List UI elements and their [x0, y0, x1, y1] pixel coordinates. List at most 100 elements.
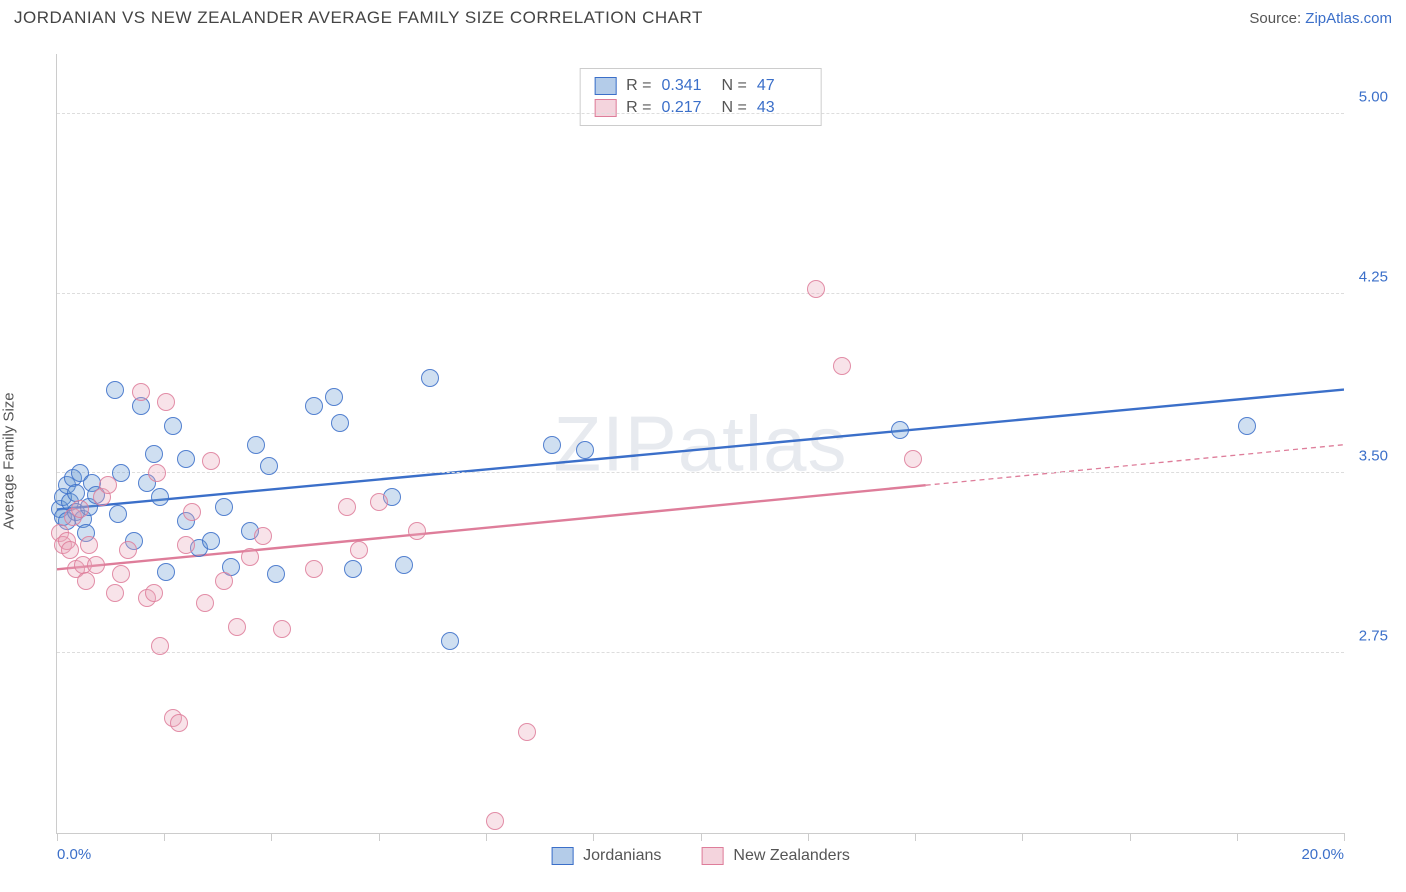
data-point	[267, 565, 285, 583]
data-point	[807, 280, 825, 298]
watermark: ZIPatlas	[553, 398, 847, 489]
x-tick	[379, 833, 380, 841]
data-point	[157, 393, 175, 411]
data-point	[338, 498, 356, 516]
stats-row: R =0.341N =47	[594, 75, 807, 97]
data-point	[273, 620, 291, 638]
data-point	[421, 369, 439, 387]
y-tick-label: 4.25	[1359, 268, 1388, 285]
chart-container: Average Family Size ZIPatlas R =0.341N =…	[14, 40, 1392, 882]
data-point	[177, 450, 195, 468]
data-point	[61, 541, 79, 559]
data-point	[151, 637, 169, 655]
x-tick	[915, 833, 916, 841]
y-tick-label: 5.00	[1359, 88, 1388, 105]
data-point	[170, 714, 188, 732]
y-axis-label: Average Family Size	[1, 392, 18, 529]
data-point	[325, 388, 343, 406]
data-point	[228, 618, 246, 636]
data-point	[112, 565, 130, 583]
x-tick	[271, 833, 272, 841]
data-point	[183, 503, 201, 521]
x-tick	[164, 833, 165, 841]
data-point	[833, 357, 851, 375]
data-point	[106, 584, 124, 602]
legend-swatch	[594, 99, 616, 117]
x-axis-label-max: 20.0%	[1301, 846, 1344, 863]
data-point	[202, 532, 220, 550]
data-point	[1238, 417, 1256, 435]
data-point	[148, 464, 166, 482]
series-legend: Jordanians New Zealanders	[551, 847, 850, 865]
x-tick	[593, 833, 594, 841]
data-point	[241, 548, 259, 566]
data-point	[132, 383, 150, 401]
data-point	[370, 493, 388, 511]
data-point	[395, 556, 413, 574]
data-point	[247, 436, 265, 454]
data-point	[486, 812, 504, 830]
x-tick	[486, 833, 487, 841]
data-point	[576, 441, 594, 459]
chart-title: JORDANIAN VS NEW ZEALANDER AVERAGE FAMIL…	[14, 8, 703, 28]
stat-r-value: 0.217	[662, 99, 712, 117]
trend-line-dashed	[926, 445, 1344, 486]
data-point	[164, 417, 182, 435]
legend-item: New Zealanders	[701, 847, 850, 865]
source-link[interactable]: ZipAtlas.com	[1305, 10, 1392, 27]
data-point	[67, 484, 85, 502]
x-tick	[1344, 833, 1345, 841]
data-point	[305, 397, 323, 415]
data-point	[77, 572, 95, 590]
x-tick	[1237, 833, 1238, 841]
stat-n-value: 43	[757, 99, 807, 117]
stats-row: R = 0.217 N = 43	[594, 97, 807, 119]
data-point	[109, 505, 127, 523]
data-point	[202, 452, 220, 470]
data-point	[260, 457, 278, 475]
x-tick	[57, 833, 58, 841]
data-point	[305, 560, 323, 578]
stat-r-label: R =	[626, 99, 651, 117]
y-tick-label: 3.50	[1359, 448, 1388, 465]
stat-n-label: N =	[722, 99, 747, 117]
data-point	[80, 536, 98, 554]
data-point	[891, 421, 909, 439]
data-point	[215, 572, 233, 590]
x-tick	[1130, 833, 1131, 841]
gridline-horizontal	[57, 652, 1344, 653]
source-prefix: Source:	[1249, 10, 1305, 27]
legend-label: Jordanians	[583, 847, 661, 865]
legend-swatch	[551, 847, 573, 865]
stat-r-label: R =	[626, 77, 651, 95]
legend-swatch	[594, 77, 616, 95]
data-point	[904, 450, 922, 468]
data-point	[215, 498, 233, 516]
stat-r-value: 0.341	[662, 77, 712, 95]
data-point	[196, 594, 214, 612]
data-point	[119, 541, 137, 559]
legend-item: Jordanians	[551, 847, 661, 865]
data-point	[145, 584, 163, 602]
legend-swatch	[701, 847, 723, 865]
data-point	[441, 632, 459, 650]
gridline-horizontal	[57, 293, 1344, 294]
data-point	[331, 414, 349, 432]
data-point	[106, 381, 124, 399]
legend-label: New Zealanders	[733, 847, 850, 865]
stats-legend-box: R =0.341N =47R =0.217N =43	[579, 68, 822, 126]
source-credit: Source: ZipAtlas.com	[1249, 10, 1392, 27]
x-tick	[701, 833, 702, 841]
data-point	[518, 723, 536, 741]
stat-n-label: N =	[722, 77, 747, 95]
data-point	[254, 527, 272, 545]
x-tick	[808, 833, 809, 841]
y-tick-label: 2.75	[1359, 628, 1388, 645]
data-point	[157, 563, 175, 581]
data-point	[71, 500, 89, 518]
x-axis-label-min: 0.0%	[57, 846, 91, 863]
gridline-horizontal	[57, 113, 1344, 114]
gridline-horizontal	[57, 472, 1344, 473]
data-point	[543, 436, 561, 454]
data-point	[151, 488, 169, 506]
